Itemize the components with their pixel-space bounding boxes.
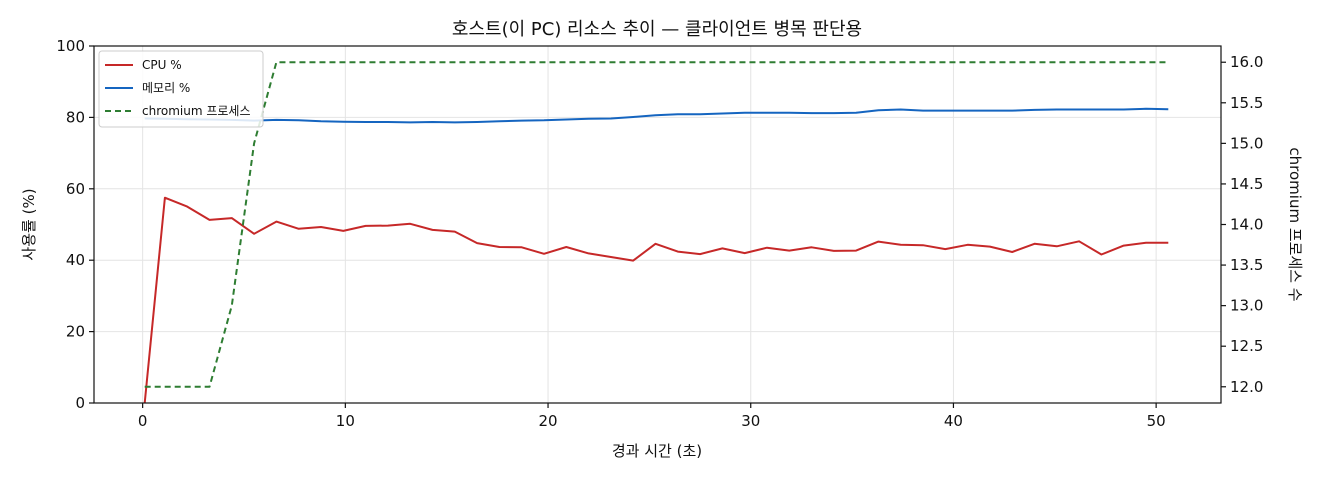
y2-tick-label: 12.0 (1230, 378, 1263, 396)
x-tick-label: 50 (1147, 412, 1166, 430)
legend-label: 메모리 % (142, 81, 190, 95)
x-tick-label: 10 (336, 412, 355, 430)
y-tick-label: 60 (66, 180, 85, 198)
y2-tick-label: 13.5 (1230, 256, 1263, 274)
series-line-2 (144, 61, 1169, 388)
x-tick-label: 40 (944, 412, 963, 430)
legend-box (98, 50, 264, 128)
x-tick-label: 0 (138, 412, 148, 430)
y-axis-label: 사용률 (%) (20, 188, 38, 260)
y2-tick-label: 14.0 (1230, 216, 1263, 234)
axis-ticks: 0 10 20 30 40 50 0 20 40 60 80 100 12.0 12.5 13.0 13.5 1… (56, 37, 1263, 430)
y-tick-label: 80 (66, 108, 85, 126)
legend: CPU % 메모리 % chromium 프로세스 (98, 50, 264, 128)
chart-title: 호스트(이 PC) 리소스 추이 — 클라이언트 병목 판단용 (452, 19, 862, 40)
y2-tick-label: 16.0 (1230, 53, 1263, 71)
x-tick-label: 30 (741, 412, 760, 430)
y2-axis-label: chromium 프로세스 수 (1286, 147, 1304, 301)
y2-tick-label: 14.5 (1230, 175, 1263, 193)
x-tick-label: 20 (538, 412, 557, 430)
y2-tick-label: 12.5 (1230, 337, 1263, 355)
series-line-1 (144, 107, 1169, 124)
x-axis-label: 경과 시간 (초) (612, 442, 702, 460)
y-tick-label: 20 (66, 323, 85, 341)
series-lines (143, 61, 1169, 404)
y-tick-label: 40 (66, 251, 85, 269)
legend-label: chromium 프로세스 (142, 104, 251, 118)
series-line-0 (143, 196, 1169, 404)
legend-label: CPU % (142, 58, 182, 72)
y-tick-label: 100 (56, 37, 85, 55)
y2-tick-label: 13.0 (1230, 297, 1263, 315)
y2-tick-label: 15.0 (1230, 134, 1263, 152)
y-tick-label: 0 (75, 394, 85, 412)
y2-tick-label: 15.5 (1230, 94, 1263, 112)
